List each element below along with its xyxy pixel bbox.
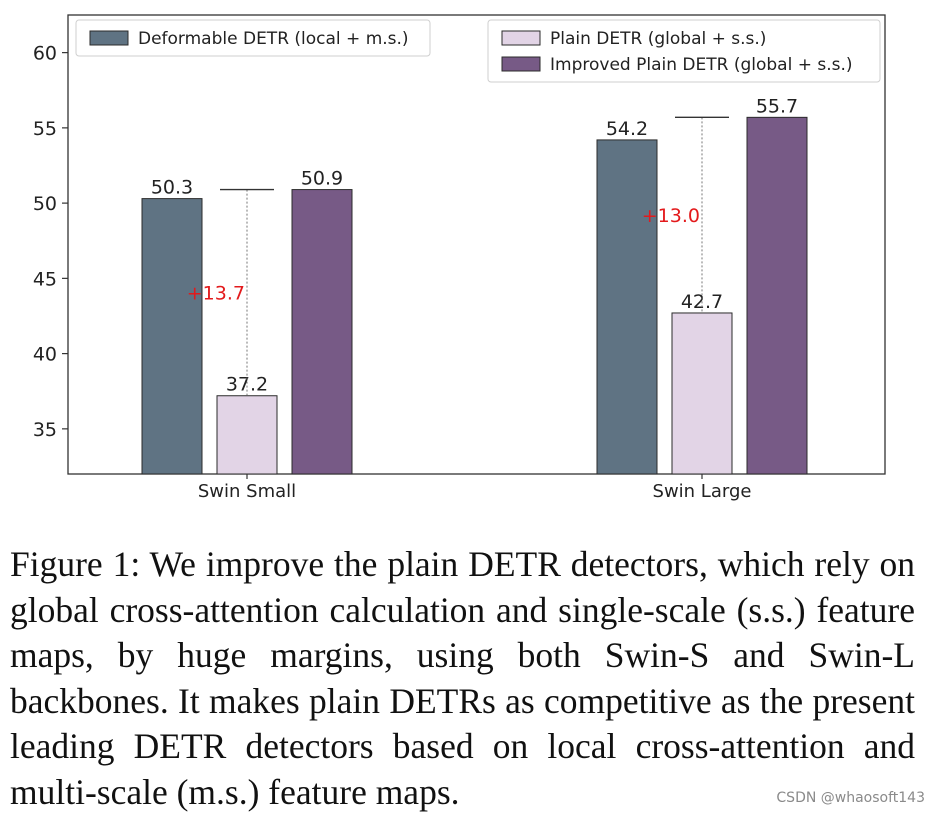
legend-label-deformable-detr-local-m-s: Deformable DETR (local + m.s.) (138, 29, 409, 49)
y-tick-label-40: 40 (33, 344, 57, 366)
legend-box-right (487, 19, 881, 83)
value-label-plain-detr-global-s-s-swin-small: 37.2 (226, 374, 268, 396)
improvement-label-swin-small: +13.7 (187, 283, 245, 305)
value-label-improved-plain-detr-global-s-s-swin-large: 55.7 (756, 95, 798, 117)
bars: 50.354.237.242.750.955.7 (141, 95, 808, 475)
improvement-annotations: +13.7 +13.0 (187, 116, 729, 396)
legend-box-left (75, 19, 431, 57)
y-axis: 35 40 45 50 55 60 (33, 43, 68, 441)
legend-swatch-plain-detr-global-s-s (501, 30, 541, 46)
legend-label-improved-plain-detr-global-s-s: Improved Plain DETR (global + s.s.) (550, 55, 853, 75)
value-label-deformable-detr-local-m-s-swin-large: 54.2 (606, 118, 648, 140)
y-tick-label-45: 45 (33, 268, 57, 290)
value-label-deformable-detr-local-m-s-swin-small: 50.3 (151, 177, 193, 199)
bar-improved-plain-detr-global-s-s-swin-small (291, 189, 353, 475)
plot-frame (67, 14, 886, 475)
bar-deformable-detr-local-m-s-swin-large (596, 139, 658, 475)
x-tick-label-swin-small: Swin Small (198, 481, 296, 502)
legend-label-plain-detr-global-s-s: Plain DETR (global + s.s.) (550, 29, 766, 49)
improvement-label-swin-large: +13.0 (642, 205, 700, 227)
y-tick-label-35: 35 (33, 419, 57, 441)
bar-improved-plain-detr-global-s-s-swin-large (746, 116, 808, 475)
x-axis: Swin Small Swin Large (198, 474, 752, 502)
value-label-improved-plain-detr-global-s-s-swin-small: 50.9 (301, 168, 343, 190)
x-tick-label-swin-large: Swin Large (653, 481, 752, 502)
legend: Deformable DETR (local + m.s.) Plain DETR… (75, 19, 881, 83)
bar-plain-detr-global-s-s-swin-small (216, 395, 278, 475)
y-tick-label-55: 55 (33, 118, 57, 140)
legend-swatch-deformable-detr-local-m-s (89, 30, 129, 46)
legend-swatch-improved-plain-detr-global-s-s (501, 56, 541, 72)
y-tick-label-60: 60 (33, 43, 57, 65)
watermark: CSDN @whaosoft143 (776, 790, 925, 806)
bar-deformable-detr-local-m-s-swin-small (141, 198, 203, 475)
figure-caption: Figure 1: We improve the plain DETR dete… (10, 544, 915, 812)
bar-plain-detr-global-s-s-swin-large (671, 312, 733, 475)
y-tick-label-50: 50 (33, 193, 57, 215)
